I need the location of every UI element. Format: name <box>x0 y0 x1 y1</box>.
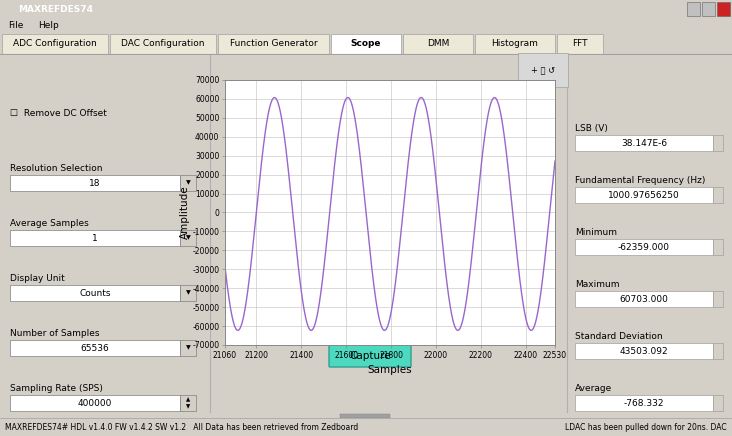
Text: MAXREFDES74# HDL v1.4.0 FW v1.4.2 SW v1.2   All Data has been retrieved from Zed: MAXREFDES74# HDL v1.4.0 FW v1.4.2 SW v1.… <box>5 422 358 432</box>
Bar <box>331 34 401 54</box>
Text: Maximum: Maximum <box>575 280 619 289</box>
Text: 400000: 400000 <box>78 399 112 408</box>
Text: LSB (V): LSB (V) <box>575 124 608 133</box>
Text: -62359.000: -62359.000 <box>618 242 670 252</box>
Bar <box>218 34 329 54</box>
Text: 38.147E-6: 38.147E-6 <box>621 139 667 147</box>
Bar <box>180 285 196 301</box>
Text: Function Generator: Function Generator <box>230 40 317 48</box>
Bar <box>575 291 713 307</box>
Bar <box>702 2 715 16</box>
Bar <box>575 187 713 203</box>
Text: Average: Average <box>575 384 612 393</box>
Bar <box>2 34 108 54</box>
Text: + 🔍 ↺: + 🔍 ↺ <box>531 65 555 74</box>
Text: FFT: FFT <box>572 40 588 48</box>
Text: Average Samples: Average Samples <box>10 219 89 228</box>
Bar <box>713 187 723 203</box>
Bar <box>557 34 603 54</box>
Text: Minimum: Minimum <box>575 228 617 237</box>
Text: 1: 1 <box>92 234 98 242</box>
Text: Help: Help <box>38 21 59 30</box>
Text: Counts: Counts <box>79 289 111 297</box>
Bar <box>687 2 700 16</box>
Text: DAC Configuration: DAC Configuration <box>122 40 205 48</box>
Text: ▼: ▼ <box>186 181 190 185</box>
Bar <box>713 239 723 255</box>
Text: Display Unit: Display Unit <box>10 274 64 283</box>
Text: Standard Deviation: Standard Deviation <box>575 332 662 341</box>
Text: File: File <box>8 21 23 30</box>
Text: DMM: DMM <box>427 40 449 48</box>
Bar <box>717 2 730 16</box>
Bar <box>713 343 723 359</box>
Bar <box>180 340 196 356</box>
Bar <box>340 413 390 418</box>
Text: ▼: ▼ <box>186 345 190 351</box>
Bar <box>180 395 196 411</box>
Text: 60703.000: 60703.000 <box>619 294 668 303</box>
Text: 18: 18 <box>89 178 101 187</box>
Bar <box>575 343 713 359</box>
Text: 43503.092: 43503.092 <box>620 347 668 355</box>
Bar <box>575 239 713 255</box>
Text: Capture: Capture <box>349 351 391 361</box>
Text: 65536: 65536 <box>81 344 109 352</box>
Y-axis label: Amplitude: Amplitude <box>179 186 190 239</box>
Text: -768.332: -768.332 <box>624 399 664 408</box>
Text: Fundamental Frequency (Hz): Fundamental Frequency (Hz) <box>575 176 706 185</box>
Bar <box>10 175 180 191</box>
Text: Number of Samples: Number of Samples <box>10 329 100 338</box>
Text: Histogram: Histogram <box>492 40 539 48</box>
Bar <box>403 34 473 54</box>
Bar <box>713 135 723 151</box>
Text: Scope: Scope <box>351 40 381 48</box>
FancyBboxPatch shape <box>329 345 411 367</box>
Text: ADC Configuration: ADC Configuration <box>13 40 97 48</box>
X-axis label: Samples: Samples <box>367 365 412 375</box>
Bar <box>110 34 216 54</box>
Bar <box>475 34 555 54</box>
Bar <box>180 230 196 246</box>
Bar <box>10 395 180 411</box>
Text: ☐  Remove DC Offset: ☐ Remove DC Offset <box>10 109 107 118</box>
Bar <box>10 340 180 356</box>
Text: ▼: ▼ <box>186 290 190 296</box>
Text: ▲: ▲ <box>186 398 190 402</box>
Bar <box>575 395 713 411</box>
Text: Resolution Selection: Resolution Selection <box>10 164 102 173</box>
Text: MAXREFDES74: MAXREFDES74 <box>18 4 93 14</box>
Bar <box>10 230 180 246</box>
Text: Sampling Rate (SPS): Sampling Rate (SPS) <box>10 384 103 393</box>
Text: LDAC has been pulled down for 20ns. DAC: LDAC has been pulled down for 20ns. DAC <box>565 422 727 432</box>
Text: 1000.97656250: 1000.97656250 <box>608 191 680 200</box>
Text: ▼: ▼ <box>186 235 190 241</box>
Bar <box>713 291 723 307</box>
Bar <box>180 175 196 191</box>
Bar <box>713 395 723 411</box>
Bar <box>10 285 180 301</box>
Bar <box>575 135 713 151</box>
Text: ▼: ▼ <box>186 405 190 409</box>
